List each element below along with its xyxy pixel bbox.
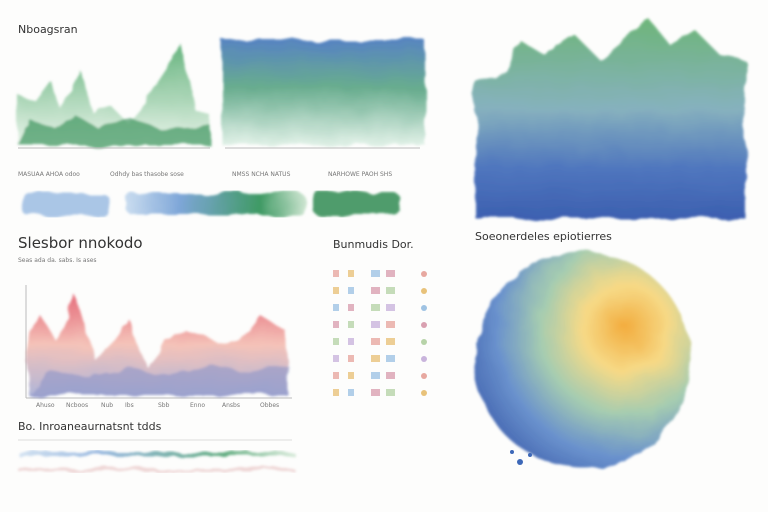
swatch xyxy=(348,389,354,396)
swatch xyxy=(333,270,339,277)
dot xyxy=(421,305,427,311)
x-label: Enno xyxy=(190,402,205,409)
swatch xyxy=(371,321,380,328)
dot xyxy=(421,373,427,379)
x-label: Nub xyxy=(101,402,113,409)
title: Nboagsran xyxy=(18,23,78,36)
dot xyxy=(421,356,427,362)
wash xyxy=(222,40,425,145)
red-mountains xyxy=(28,295,288,395)
x-label: Sbb xyxy=(158,402,170,409)
swatch xyxy=(333,355,339,362)
x-label: Ahuso xyxy=(36,402,55,409)
swatch xyxy=(333,372,339,379)
x-label: Ansbs xyxy=(222,402,240,409)
x-label: Obbes xyxy=(260,402,279,409)
swatch xyxy=(333,287,339,294)
x-label: Ibs xyxy=(125,402,134,409)
swatch xyxy=(371,287,380,294)
dot xyxy=(421,322,427,328)
swatch xyxy=(348,270,354,277)
swatch xyxy=(386,270,395,277)
swatch xyxy=(371,338,380,345)
dot xyxy=(421,339,427,345)
swatch xyxy=(333,304,339,311)
swatch xyxy=(348,372,354,379)
swatch xyxy=(348,287,354,294)
label: NARHOWE PAOH SHS xyxy=(328,171,392,178)
swatch xyxy=(371,372,380,379)
green-mountains xyxy=(18,45,210,145)
swatch xyxy=(371,355,380,362)
dot xyxy=(421,271,427,277)
swatch xyxy=(386,304,395,311)
subtitle: Seas ada da. sabs. Is ases xyxy=(18,257,97,264)
right-title: Soeonerdeles epiotierres xyxy=(475,230,612,243)
label: MASUAA AHOA odoo xyxy=(18,171,80,178)
x-label: Ncboos xyxy=(66,402,88,409)
swatch xyxy=(386,321,395,328)
swatch xyxy=(348,355,354,362)
swatch xyxy=(386,372,395,379)
swatch xyxy=(386,338,395,345)
swatch xyxy=(348,304,354,311)
swatch xyxy=(333,321,339,328)
swatch xyxy=(386,389,395,396)
watercolor-circle xyxy=(475,252,691,468)
swatch xyxy=(348,338,354,345)
swatch xyxy=(371,270,380,277)
pills xyxy=(22,193,400,215)
swatch xyxy=(371,389,380,396)
swatch xyxy=(371,304,380,311)
label: NMSS NCHA NATUS xyxy=(232,171,291,178)
right-mountains xyxy=(475,20,745,218)
legend-swatches xyxy=(333,270,427,396)
dot xyxy=(421,288,427,294)
swatch xyxy=(348,321,354,328)
legend-title: Bunmudis Dor. xyxy=(333,238,414,251)
label: Odhdy bas thasobe sose xyxy=(110,171,184,178)
strips xyxy=(18,452,294,471)
dot xyxy=(421,390,427,396)
x-labels: Ahuso Ncboos Nub Ibs Sbb Enno Ansbs Obbe… xyxy=(36,402,279,409)
swatch xyxy=(386,287,395,294)
caption: Bo. Inroaneaurnatsnt tdds xyxy=(18,420,162,433)
swatch xyxy=(386,355,395,362)
swatch xyxy=(333,389,339,396)
swatch xyxy=(333,338,339,345)
section-title: Slesbor nnokodo xyxy=(18,234,143,252)
drips xyxy=(510,450,532,465)
